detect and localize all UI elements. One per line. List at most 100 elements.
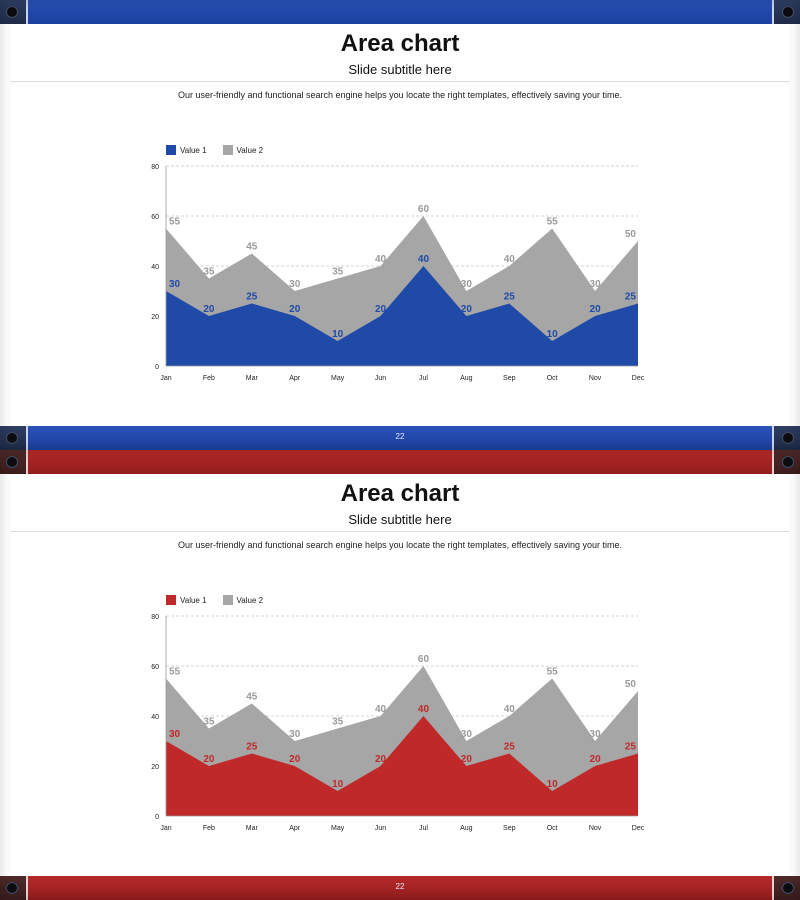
data-label: 60 xyxy=(418,204,430,215)
x-tick-label: Apr xyxy=(289,375,301,382)
data-label: 20 xyxy=(289,754,301,765)
data-label: 40 xyxy=(418,704,430,715)
data-label: 40 xyxy=(375,254,387,265)
x-tick-label: Oct xyxy=(547,375,558,382)
slide-title: Area chart xyxy=(340,30,460,57)
slide-description: Our user-friendly and functional search … xyxy=(177,90,623,100)
bracket-right xyxy=(772,450,800,474)
y-tick-label: 20 xyxy=(151,314,159,321)
data-label: 30 xyxy=(289,279,301,290)
y-tick-label: 80 xyxy=(151,614,159,621)
x-tick-label: Nov xyxy=(589,825,602,832)
slide-blue: Area chart Slide subtitle here Our user-… xyxy=(0,0,800,450)
x-tick-label: Mar xyxy=(246,825,259,832)
x-tick-label: Jul xyxy=(419,375,428,382)
area-chart: 0 20 40 60 80 Jan Feb Mar Apr May Jun Jul Aug Sep Oct N… xyxy=(151,164,645,382)
x-tick-label: Aug xyxy=(460,825,473,832)
data-label: 45 xyxy=(246,242,258,253)
page-number: 22 xyxy=(395,432,405,441)
data-label: 35 xyxy=(203,717,215,728)
data-label: 25 xyxy=(625,292,637,303)
data-label: 55 xyxy=(547,667,559,678)
data-label: 25 xyxy=(246,742,258,753)
legend-label: Value 1 xyxy=(180,595,207,605)
data-label: 20 xyxy=(375,754,387,765)
x-tick-label: Nov xyxy=(589,375,602,382)
bracket-right xyxy=(772,426,800,450)
data-label: 40 xyxy=(375,704,387,715)
x-tick-label: Oct xyxy=(547,825,558,832)
screw-icon xyxy=(6,432,18,444)
x-tick-label: Dec xyxy=(632,375,645,382)
screw-icon xyxy=(6,456,18,468)
legend-swatch-value-2 xyxy=(222,595,233,605)
screw-icon xyxy=(782,432,794,444)
y-tick-label: 80 xyxy=(151,164,159,171)
data-label: 55 xyxy=(547,217,559,228)
y-tick-label: 0 xyxy=(155,364,159,371)
y-tick-label: 40 xyxy=(151,264,159,271)
data-label: 20 xyxy=(461,754,473,765)
legend-item-value-1: Value 1 xyxy=(166,595,207,605)
x-tick-label: May xyxy=(331,825,345,832)
data-label: 30 xyxy=(590,729,602,740)
data-label: 50 xyxy=(625,679,637,690)
bracket-left xyxy=(0,426,28,450)
legend-label: Value 2 xyxy=(236,145,264,155)
data-label: 30 xyxy=(461,729,473,740)
screw-icon xyxy=(782,6,794,18)
data-label: 10 xyxy=(547,329,559,340)
data-label: 30 xyxy=(169,279,181,290)
data-label: 20 xyxy=(203,754,215,765)
legend-item-value-2: Value 2 xyxy=(222,595,263,605)
data-label: 30 xyxy=(169,729,181,740)
legend-swatch-value-1 xyxy=(166,145,176,155)
slide-subtitle: Slide subtitle here xyxy=(348,512,452,527)
x-tick-label: Sep xyxy=(503,375,516,382)
bottom-bar: 22 xyxy=(0,876,800,900)
data-label: 10 xyxy=(547,779,559,790)
screw-icon xyxy=(6,882,18,894)
legend-item-value-1: Value 1 xyxy=(166,145,207,155)
data-label: 55 xyxy=(169,667,181,678)
y-tick-label: 40 xyxy=(151,714,159,721)
divider xyxy=(10,81,790,82)
x-tick-label: Jun xyxy=(375,375,386,382)
x-tick-label: May xyxy=(331,375,345,382)
x-tick-label: Jun xyxy=(375,825,386,832)
y-tick-label: 60 xyxy=(151,214,159,221)
data-label: 35 xyxy=(203,267,215,278)
data-label: 25 xyxy=(625,742,637,753)
x-tick-label: Feb xyxy=(203,375,215,382)
top-bar xyxy=(0,450,800,474)
legend-label: Value 1 xyxy=(180,145,207,155)
data-label: 20 xyxy=(590,754,602,765)
data-label: 50 xyxy=(625,229,637,240)
data-label: 45 xyxy=(246,692,258,703)
x-tick-label: Jan xyxy=(160,825,171,832)
data-label: 25 xyxy=(504,292,516,303)
data-label: 30 xyxy=(289,729,301,740)
area-series-1 xyxy=(166,716,638,816)
page-number: 22 xyxy=(395,882,405,891)
data-label: 55 xyxy=(169,217,181,228)
screw-icon xyxy=(6,6,18,18)
data-label: 10 xyxy=(332,329,344,340)
data-label: 30 xyxy=(590,279,602,290)
data-label: 35 xyxy=(332,717,344,728)
screw-icon xyxy=(782,882,794,894)
y-tick-label: 60 xyxy=(151,664,159,671)
y-tick-label: 20 xyxy=(151,764,159,771)
area-series-1 xyxy=(166,266,638,366)
data-label: 35 xyxy=(332,267,344,278)
slide-description: Our user-friendly and functional search … xyxy=(177,540,623,550)
data-label: 20 xyxy=(375,304,387,315)
area-chart: 0 20 40 60 80 Jan Feb Mar Apr May Jun Jul Aug Sep Oct N… xyxy=(151,614,645,832)
data-label: 40 xyxy=(418,254,430,265)
screw-icon xyxy=(782,456,794,468)
x-tick-label: Dec xyxy=(632,825,645,832)
y-tick-label: 0 xyxy=(155,814,159,821)
x-tick-label: Jan xyxy=(160,375,171,382)
data-label: 25 xyxy=(504,742,516,753)
data-label: 60 xyxy=(418,654,430,665)
